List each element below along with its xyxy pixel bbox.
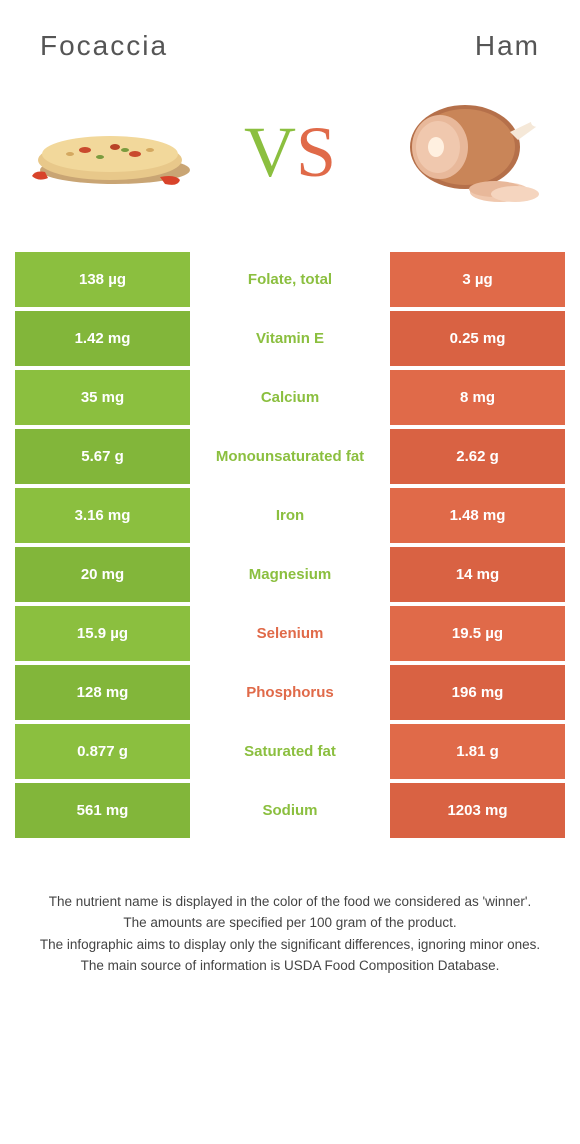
nutrient-label: Magnesium	[190, 547, 390, 602]
nutrient-label: Iron	[190, 488, 390, 543]
hero-row: VS	[0, 72, 580, 252]
nutrient-value-right: 1.81 g	[390, 724, 565, 779]
nutrient-value-left: 1.42 mg	[15, 311, 190, 366]
nutrient-label: Sodium	[190, 783, 390, 838]
ham-image	[380, 92, 560, 212]
nutrient-value-left: 35 mg	[15, 370, 190, 425]
vs-label: VS	[244, 111, 336, 194]
food-title-left: Focaccia	[40, 30, 168, 62]
nutrient-value-right: 1203 mg	[390, 783, 565, 838]
focaccia-image	[20, 92, 200, 212]
nutrient-row: 128 mgPhosphorus196 mg	[15, 665, 565, 720]
nutrient-value-right: 3 µg	[390, 252, 565, 307]
infographic: Focaccia Ham VS	[0, 0, 580, 997]
nutrient-value-right: 196 mg	[390, 665, 565, 720]
nutrient-label: Vitamin E	[190, 311, 390, 366]
nutrient-value-right: 0.25 mg	[390, 311, 565, 366]
nutrient-row: 5.67 gMonounsaturated fat2.62 g	[15, 429, 565, 484]
nutrient-value-left: 20 mg	[15, 547, 190, 602]
nutrient-row: 0.877 gSaturated fat1.81 g	[15, 724, 565, 779]
nutrient-label: Monounsaturated fat	[190, 429, 390, 484]
footer-line: The infographic aims to display only the…	[25, 935, 555, 955]
nutrient-row: 20 mgMagnesium14 mg	[15, 547, 565, 602]
nutrient-value-right: 14 mg	[390, 547, 565, 602]
nutrient-value-left: 5.67 g	[15, 429, 190, 484]
vs-v: V	[244, 111, 296, 194]
nutrient-value-left: 561 mg	[15, 783, 190, 838]
nutrient-value-left: 3.16 mg	[15, 488, 190, 543]
nutrient-value-right: 1.48 mg	[390, 488, 565, 543]
nutrient-row: 15.9 µgSelenium19.5 µg	[15, 606, 565, 661]
food-title-right: Ham	[475, 30, 540, 62]
nutrient-row: 561 mgSodium1203 mg	[15, 783, 565, 838]
nutrient-value-right: 19.5 µg	[390, 606, 565, 661]
nutrient-label: Saturated fat	[190, 724, 390, 779]
nutrient-row: 3.16 mgIron1.48 mg	[15, 488, 565, 543]
nutrient-value-left: 0.877 g	[15, 724, 190, 779]
footer-line: The nutrient name is displayed in the co…	[25, 892, 555, 912]
nutrient-value-left: 15.9 µg	[15, 606, 190, 661]
nutrient-row: 138 µgFolate, total3 µg	[15, 252, 565, 307]
footer-line: The main source of information is USDA F…	[25, 956, 555, 976]
nutrient-label: Selenium	[190, 606, 390, 661]
nutrient-value-left: 138 µg	[15, 252, 190, 307]
nutrient-value-right: 8 mg	[390, 370, 565, 425]
nutrient-label: Phosphorus	[190, 665, 390, 720]
nutrient-label: Calcium	[190, 370, 390, 425]
nutrient-value-right: 2.62 g	[390, 429, 565, 484]
nutrient-row: 35 mgCalcium8 mg	[15, 370, 565, 425]
header: Focaccia Ham	[0, 0, 580, 72]
nutrient-row: 1.42 mgVitamin E0.25 mg	[15, 311, 565, 366]
nutrient-value-left: 128 mg	[15, 665, 190, 720]
vs-s: S	[296, 111, 336, 194]
nutrient-table: 138 µgFolate, total3 µg1.42 mgVitamin E0…	[0, 252, 580, 838]
footer-line: The amounts are specified per 100 gram o…	[25, 913, 555, 933]
nutrient-label: Folate, total	[190, 252, 390, 307]
footer-notes: The nutrient name is displayed in the co…	[0, 842, 580, 997]
